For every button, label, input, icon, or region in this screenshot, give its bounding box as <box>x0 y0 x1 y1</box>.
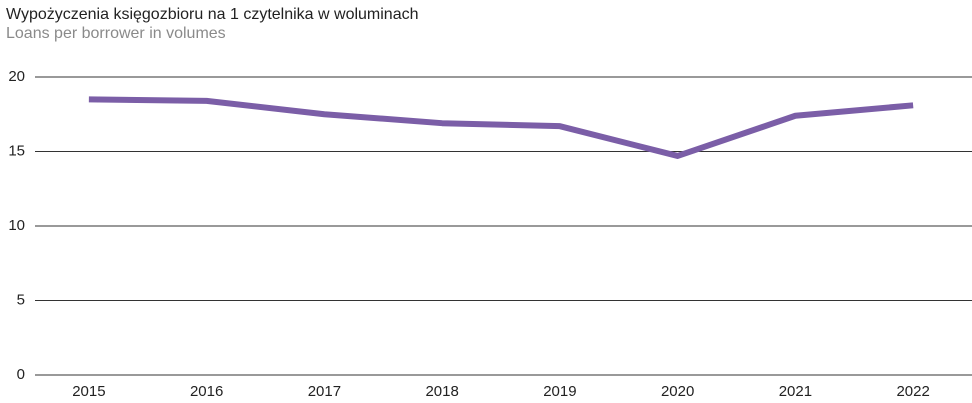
x-tick-label: 2019 <box>543 383 576 400</box>
x-tick-label: 2018 <box>425 383 458 400</box>
x-tick-label: 2017 <box>308 383 341 400</box>
x-tick-label: 2020 <box>661 383 694 400</box>
chart-subtitle: Loans per borrower in volumes <box>6 25 226 42</box>
y-tick-label: 10 <box>8 217 25 234</box>
y-tick-label: 20 <box>8 68 25 85</box>
data-line <box>88 96 914 159</box>
x-tick-label: 2016 <box>190 383 223 400</box>
x-tick-label: 2021 <box>779 383 812 400</box>
y-tick-label: 0 <box>17 366 25 383</box>
x-tick-label: 2022 <box>896 383 929 400</box>
x-tick-label: 2015 <box>72 383 105 400</box>
y-tick-label: 15 <box>8 142 25 159</box>
chart-title: Wypożyczenia księgozbioru na 1 czytelnik… <box>6 6 419 23</box>
y-tick-label: 5 <box>17 291 25 308</box>
